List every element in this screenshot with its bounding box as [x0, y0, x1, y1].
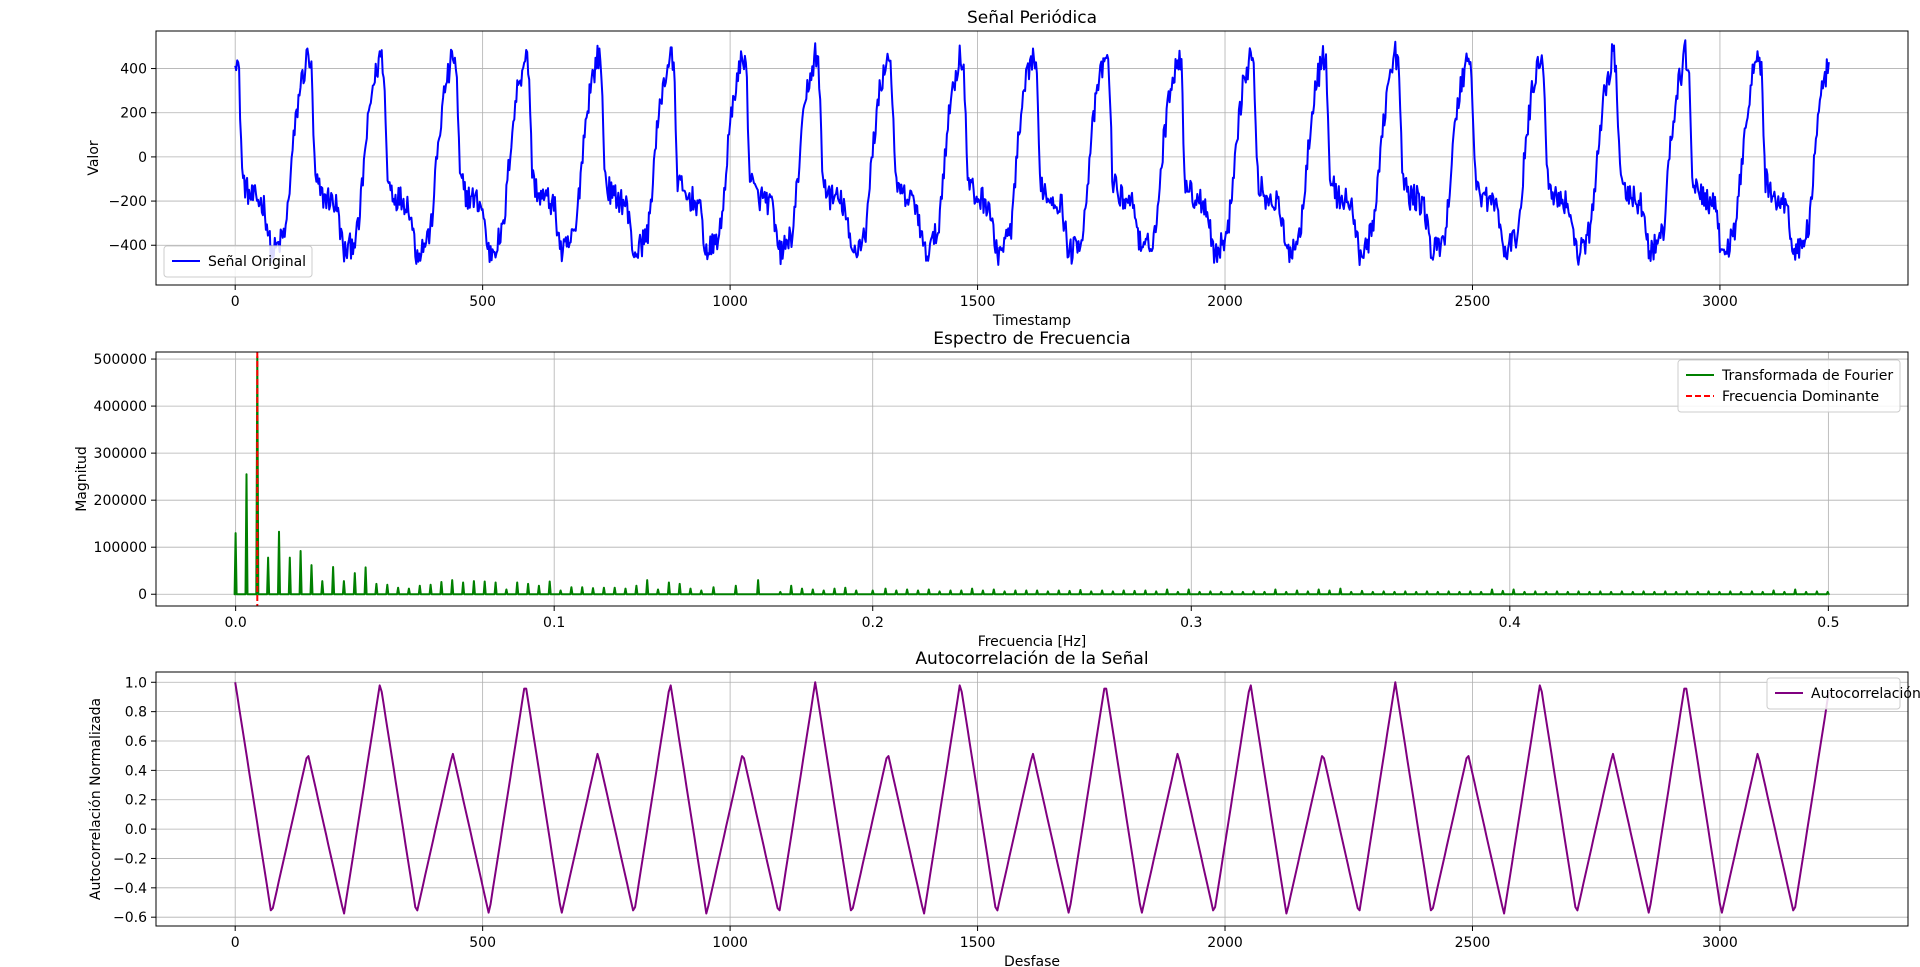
x-tick-label-signal-2: 1000 — [712, 294, 748, 310]
y-tick-label-spectrum-0: 0 — [138, 587, 147, 603]
legend-label-signal-original: Señal Original — [208, 254, 306, 270]
chart-spectrum: 0.0 0.1 0.2 0.3 0.4 0.5 0 100000 200000 300000 400… — [74, 329, 1909, 650]
x-tick-label-spectrum-2: 0.2 — [862, 615, 884, 631]
plot-area-autocorrelation — [234, 681, 1830, 915]
y-tick-label-spectrum-3: 300000 — [94, 446, 147, 462]
x-tick-label-signal-1: 500 — [469, 294, 496, 310]
y-tick-label-autocorrelation-0: −0.6 — [113, 910, 147, 926]
x-axis-label-signal: Timestamp — [992, 313, 1071, 329]
y-tick-label-spectrum-2: 200000 — [94, 493, 147, 509]
legend-autocorrelation: Autocorrelación — [1766, 677, 1920, 710]
chart-title-signal: Señal Periódica — [967, 8, 1097, 28]
ticks-signal: 0 500 1000 1500 2000 2500 3000 −400 −200 0 200 400 — [109, 62, 1738, 310]
x-tick-label-autocorrelation-2: 1000 — [712, 935, 748, 951]
x-tick-label-spectrum-3: 0.3 — [1180, 615, 1202, 631]
x-tick-label-autocorrelation-4: 2000 — [1207, 935, 1243, 951]
x-axis-label-spectrum: Frecuencia [Hz] — [978, 634, 1087, 650]
x-tick-label-signal-3: 1500 — [960, 294, 996, 310]
legend-box-spectrum — [1677, 359, 1901, 413]
ticks-autocorrelation: 0 500 1000 1500 2000 2500 3000 −0.6 −0.4 −0.2 0.0 0… — [113, 675, 1738, 951]
plot-area-spectrum — [233, 352, 1830, 606]
grid-autocorrelation — [156, 672, 1908, 926]
y-tick-label-autocorrelation-1: −0.4 — [113, 881, 147, 897]
y-tick-label-autocorrelation-7: 0.8 — [125, 705, 147, 721]
chart-title-autocorrelation: Autocorrelación de la Señal — [915, 649, 1148, 669]
y-axis-label-autocorrelation: Autocorrelación Normalizada — [88, 698, 104, 900]
y-tick-label-spectrum-4: 400000 — [94, 399, 147, 415]
x-tick-label-autocorrelation-1: 500 — [469, 935, 496, 951]
y-tick-label-autocorrelation-6: 0.6 — [125, 734, 147, 750]
chart-autocorrelation: 0 500 1000 1500 2000 2500 3000 −0.6 −0.4 −0.2 0.0 0… — [88, 649, 1920, 967]
legend-spectrum: Transformada de Fourier Frecuencia Domin… — [1677, 359, 1901, 413]
x-tick-label-signal-6: 3000 — [1702, 294, 1738, 310]
legend-label-dominant: Frecuencia Dominante — [1722, 389, 1879, 405]
legend-box-autocorrelation — [1766, 677, 1901, 710]
y-tick-label-signal-0: −400 — [109, 238, 147, 254]
x-tick-label-autocorrelation-0: 0 — [231, 935, 240, 951]
legend-signal: Señal Original — [163, 245, 313, 278]
legend-box-signal — [163, 245, 313, 278]
axes-frame-autocorrelation — [155, 671, 1909, 927]
x-tick-label-spectrum-4: 0.4 — [1499, 615, 1521, 631]
y-tick-label-autocorrelation-2: −0.2 — [113, 851, 147, 867]
x-axis-label-autocorrelation: Desfase — [1004, 954, 1060, 967]
x-tick-label-spectrum-1: 0.1 — [543, 615, 565, 631]
ticks-spectrum: 0.0 0.1 0.2 0.3 0.4 0.5 0 100000 200000 300000 400… — [94, 352, 1840, 631]
legend-label-fourier: Transformada de Fourier — [1721, 368, 1893, 384]
axes-frame-spectrum — [155, 351, 1909, 607]
chart-signal: 0 500 1000 1500 2000 2500 3000−400−2000200400 … — [86, 8, 1909, 329]
chart-title-spectrum: Espectro de Frecuencia — [933, 329, 1130, 349]
y-tick-label-signal-4: 400 — [120, 62, 147, 78]
x-tick-label-signal-5: 2500 — [1455, 294, 1491, 310]
x-tick-label-spectrum-0: 0.0 — [225, 615, 247, 631]
x-tick-label-signal-4: 2000 — [1207, 294, 1243, 310]
x-tick-label-autocorrelation-5: 2500 — [1455, 935, 1491, 951]
legend-label-autocorrelation: Autocorrelación — [1811, 686, 1920, 702]
y-tick-label-autocorrelation-5: 0.4 — [125, 763, 147, 779]
x-tick-label-spectrum-5: 0.5 — [1817, 615, 1839, 631]
plot-area-signal — [234, 39, 1830, 266]
y-tick-label-autocorrelation-8: 1.0 — [125, 675, 147, 691]
y-axis-label-signal: Valor — [86, 140, 102, 176]
y-tick-label-autocorrelation-4: 0.2 — [125, 793, 147, 809]
y-tick-label-signal-1: −200 — [109, 194, 147, 210]
y-tick-label-autocorrelation-3: 0.0 — [125, 822, 147, 838]
series-line-autocorrelation — [234, 681, 1830, 915]
x-tick-label-signal-0: 0 — [231, 294, 240, 310]
axes-frame-signal — [155, 30, 1909, 286]
series-line-signal-original — [234, 39, 1830, 266]
series-line-fourier — [233, 355, 1830, 596]
y-tick-label-spectrum-1: 100000 — [94, 540, 147, 556]
y-tick-label-spectrum-5: 500000 — [94, 352, 147, 368]
x-tick-label-autocorrelation-6: 3000 — [1702, 935, 1738, 951]
y-tick-label-signal-3: 200 — [120, 106, 147, 122]
x-tick-label-autocorrelation-3: 1500 — [960, 935, 996, 951]
y-tick-label-signal-2: 0 — [138, 150, 147, 166]
y-axis-label-spectrum: Magnitud — [74, 446, 90, 512]
